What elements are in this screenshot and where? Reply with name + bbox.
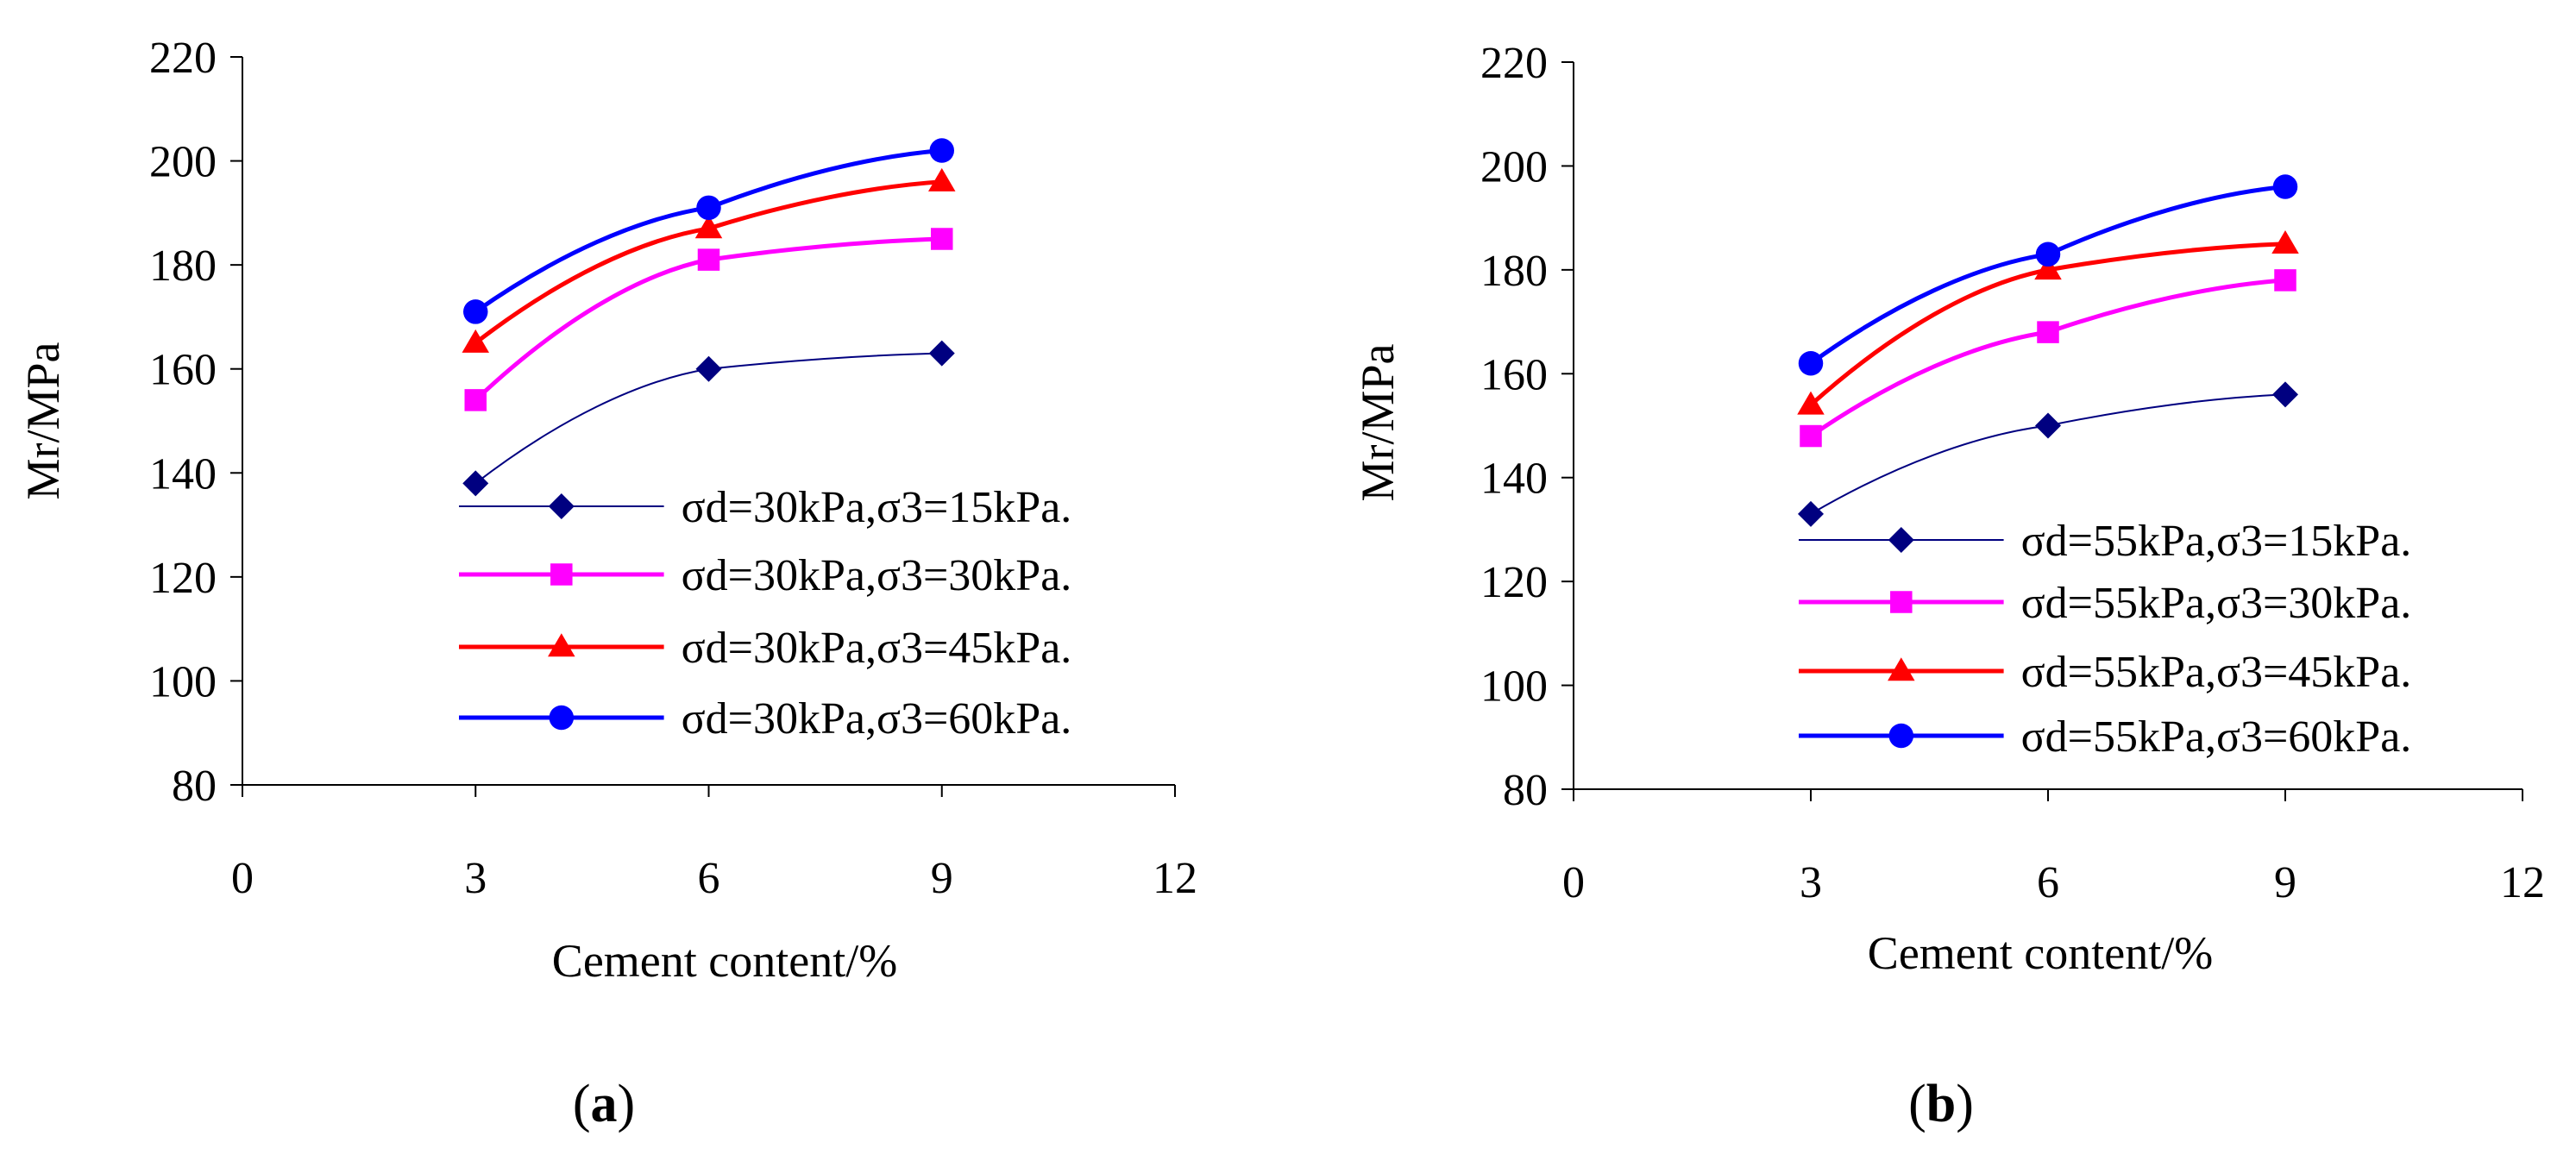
x-tick-label: 6: [2037, 858, 2059, 907]
x-tick-label: 3: [1800, 858, 1822, 907]
data-point-square: [1800, 424, 1822, 448]
legend-marker-square: [1890, 591, 1913, 613]
y-tick-label: 80: [172, 762, 217, 811]
legend-marker-triangle: [1888, 657, 1915, 681]
x-tick-label: 9: [2274, 858, 2296, 907]
y-tick-label: 180: [1480, 247, 1548, 296]
x-tick-label: 3: [464, 854, 487, 903]
legend-label: σd=55kPa,σ3=60kPa.: [2021, 712, 2412, 762]
y-tick-label: 100: [1480, 662, 1548, 712]
x-tick-label: 0: [1562, 858, 1585, 907]
data-point-square: [2274, 269, 2296, 292]
data-point-triangle: [462, 329, 489, 353]
y-tick-label: 160: [1480, 350, 1548, 399]
x-axis-title: Cement content/%: [1868, 927, 2213, 979]
y-axis-title: Mr/MPa: [1352, 343, 1404, 501]
x-axis-title: Cement content/%: [552, 935, 897, 987]
y-tick-label: 220: [149, 34, 217, 83]
legend-marker-circle: [549, 705, 575, 731]
panel-label: (a): [573, 1075, 635, 1133]
data-point-circle: [696, 195, 721, 221]
data-point-triangle: [2034, 256, 2062, 280]
y-axis-title: Mr/MPa: [17, 342, 69, 499]
legend-marker-circle: [1888, 723, 1914, 749]
x-tick-label: 12: [2500, 858, 2545, 907]
y-tick-label: 220: [1480, 39, 1548, 88]
data-point-diamond: [462, 470, 489, 497]
data-point-circle: [2035, 242, 2061, 267]
chart-panel-a: 80 100 120 140 160 180 200 220 0 3 6 9 12 Cement cont…: [17, 34, 1197, 1133]
data-point-diamond: [2035, 412, 2061, 439]
series-line: [1810, 393, 2286, 515]
data-point-circle: [463, 299, 488, 324]
legend-marker-diamond: [1888, 527, 1914, 553]
data-point-diamond: [928, 340, 955, 367]
data-point-square: [464, 389, 487, 411]
x-tick-label: 0: [231, 854, 254, 903]
x-tick-label: 12: [1153, 854, 1197, 903]
data-point-circle: [1798, 350, 1824, 376]
y-tick-label: 180: [149, 242, 217, 291]
legend-marker-square: [550, 563, 573, 586]
data-point-triangle: [1797, 391, 1825, 415]
legend-label: σd=55kPa,σ3=45kPa.: [2021, 648, 2412, 697]
data-point-circle: [929, 138, 954, 163]
legend-marker-diamond: [548, 493, 575, 519]
data-point-square: [931, 228, 953, 250]
data-point-triangle: [2271, 230, 2299, 254]
y-tick-label: 100: [149, 657, 217, 706]
chart-panel-b: 80 100 120 140 160 180 200 220 0 3 6 9 12 Cement cont…: [1352, 39, 2545, 1133]
legend-label: σd=30kPa,σ3=45kPa.: [682, 624, 1072, 673]
y-tick-label: 120: [149, 554, 217, 603]
legend-label: σd=30kPa,σ3=60kPa.: [682, 694, 1072, 743]
legend-label: σd=30kPa,σ3=30kPa.: [682, 551, 1072, 600]
x-tick-label: 9: [931, 854, 953, 903]
y-tick-label: 200: [1480, 142, 1548, 191]
y-tick-label: 140: [149, 449, 217, 499]
y-tick-label: 80: [1503, 766, 1548, 815]
series-line: [1809, 278, 2286, 438]
data-point-diamond: [1798, 500, 1824, 527]
legend-label: σd=55kPa,σ3=30kPa.: [2021, 579, 2412, 628]
panel-label: (b): [1908, 1075, 1974, 1133]
x-tick-label: 6: [698, 854, 720, 903]
data-point-square: [697, 248, 720, 271]
y-tick-label: 160: [149, 346, 217, 395]
legend-marker-triangle: [548, 633, 575, 657]
data-point-triangle: [928, 167, 956, 191]
data-point-triangle: [694, 215, 723, 239]
legend-label: σd=55kPa,σ3=15kPa.: [2021, 517, 2412, 566]
y-tick-label: 200: [149, 138, 217, 187]
y-tick-label: 120: [1480, 558, 1548, 607]
data-point-diamond: [695, 355, 722, 382]
y-tick-label: 140: [1480, 455, 1548, 504]
data-point-circle: [2272, 174, 2298, 199]
data-point-square: [2037, 321, 2059, 343]
legend-label: σd=30kPa,σ3=15kPa.: [682, 483, 1072, 532]
data-point-diamond: [2272, 381, 2298, 408]
